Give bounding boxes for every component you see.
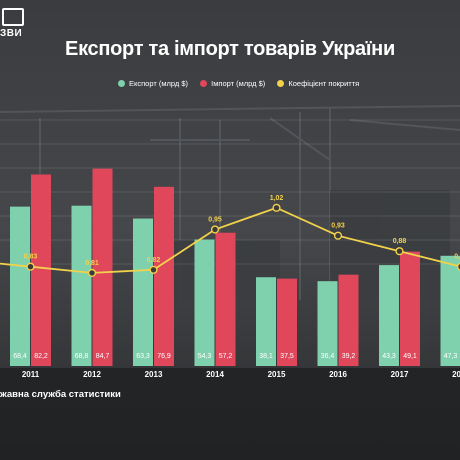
year-tick-label: 2016 xyxy=(329,370,347,379)
export-bar xyxy=(440,255,460,366)
legend-label-import: Імпорт (млрд $) xyxy=(211,79,266,88)
export-bar xyxy=(256,277,276,366)
year-tick-label: 2013 xyxy=(145,370,163,379)
coverage-value-label: 0,83 xyxy=(24,254,38,261)
import-bar xyxy=(338,274,359,366)
export-bar xyxy=(317,281,338,366)
import-bar xyxy=(400,251,420,366)
export-value-label: 63,3 xyxy=(136,353,150,360)
import-value-label: 49,1 xyxy=(403,353,417,360)
coverage-point xyxy=(149,265,158,274)
legend-label-export: Експорт (млрд $) xyxy=(129,79,189,88)
export-value-label: 43,3 xyxy=(382,353,396,360)
coverage-point xyxy=(210,225,220,234)
year-tick-label: 2012 xyxy=(83,370,101,379)
coverage-value-label: 0,83 xyxy=(454,254,460,261)
coverage-point xyxy=(333,231,343,240)
coverage-point xyxy=(395,247,404,256)
year-tick-label: 2015 xyxy=(268,370,286,379)
coverage-point xyxy=(456,262,460,271)
brand-logo: ЗВИ xyxy=(0,6,24,40)
export-bar xyxy=(133,218,153,366)
import-value-label: 82,2 xyxy=(34,353,48,360)
export-value-label: 54,3 xyxy=(198,353,212,360)
chart-legend: Експорт (млрд $) Імпорт (млрд $) Коефіці… xyxy=(118,79,369,88)
import-bar xyxy=(277,278,297,366)
year-tick-label: 2011 xyxy=(22,370,40,379)
import-value-label: 39,2 xyxy=(342,353,356,360)
export-bar xyxy=(71,205,92,366)
legend-item-export: Експорт (млрд $) xyxy=(118,79,188,88)
import-bar xyxy=(215,232,236,366)
year-tick-label: 2014 xyxy=(206,370,224,379)
legend-item-import: Імпорт (млрд $) xyxy=(200,79,265,88)
coverage-value-label: 0,82 xyxy=(147,257,161,264)
legend-item-coverage: Коефіцієнт покриття xyxy=(277,79,359,88)
import-value-label: 37,5 xyxy=(280,353,294,360)
import-bar xyxy=(154,186,174,366)
import-bar xyxy=(31,174,51,366)
chart-title: Експорт та імпорт товарів України xyxy=(65,38,395,60)
coverage-point xyxy=(87,268,97,278)
export-value-label: 38,1 xyxy=(259,353,273,360)
legend-label-coverage: Коефіцієнт покриття xyxy=(288,79,360,88)
import-value-label: 84,7 xyxy=(96,353,110,360)
export-bar xyxy=(10,206,30,366)
export-value-label: 47,3 xyxy=(444,353,458,360)
year-tick-label: 2018 xyxy=(452,370,460,379)
coverage-point xyxy=(26,262,35,271)
coverage-point xyxy=(272,203,281,212)
export-bar xyxy=(194,239,215,366)
import-value-label: 57,2 xyxy=(219,353,233,360)
coverage-value-label: 0,93 xyxy=(331,223,345,230)
export-value-label: 68,8 xyxy=(75,353,89,360)
source-note: жавна служба статистики xyxy=(0,389,121,400)
coverage-value-label: 1,02 xyxy=(270,195,284,202)
legend-dot-import xyxy=(200,80,208,87)
export-value-label: 68,4 xyxy=(13,353,27,360)
import-bar xyxy=(92,168,113,366)
coverage-value-label: 0,95 xyxy=(208,217,222,224)
coverage-value-label: 0,88 xyxy=(393,238,407,245)
year-tick-label: 2017 xyxy=(391,370,409,379)
coverage-value-label: 0,81 xyxy=(85,260,99,267)
import-value-label: 76,9 xyxy=(157,353,171,360)
logo-mark xyxy=(2,8,24,26)
legend-dot-export xyxy=(118,80,125,87)
export-bar xyxy=(379,265,399,366)
legend-dot-coverage xyxy=(277,80,285,87)
logo-text: ЗВИ xyxy=(0,28,23,39)
export-value-label: 36,4 xyxy=(321,353,335,360)
